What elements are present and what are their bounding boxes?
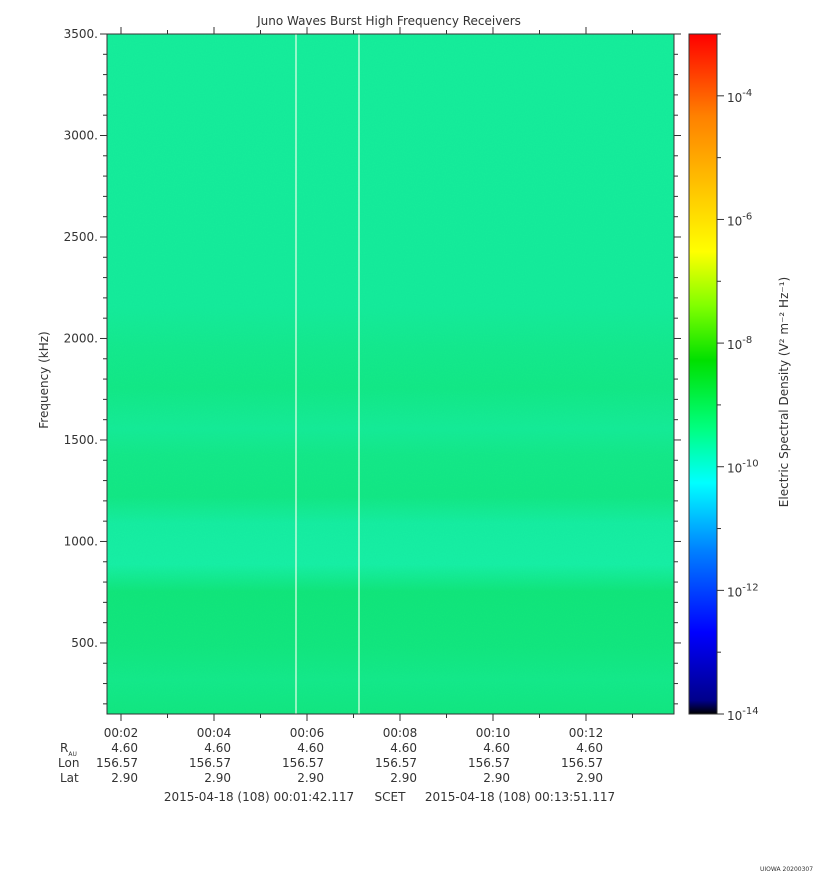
colorbar-tick-label: 10-12	[727, 582, 759, 599]
ephemeris-value: 2.90	[576, 771, 603, 785]
x-axis: 00:02 00:04 00:06 00:08 00:10 00:12	[104, 27, 633, 740]
colorbar-tick-label: 10-14	[727, 706, 759, 723]
ephemeris-value: 2.90	[297, 771, 324, 785]
colorbar-label: Electric Spectral Density (V² m⁻² Hz⁻¹)	[777, 277, 791, 507]
colorbar-tick-label: 10-10	[727, 459, 759, 476]
time-range-start: 2015-04-18 (108) 00:01:42.117	[164, 790, 354, 804]
y-tick-label: 1500.	[64, 433, 98, 447]
chart-title: Juno Waves Burst High Frequency Receiver…	[256, 14, 521, 28]
ephemeris-label-r: RAU	[60, 741, 77, 758]
spectrogram-noise-texture	[107, 34, 674, 714]
colorbar-ticks: 10-14 10-12 10-10 10-8 10-6 10-4	[717, 33, 759, 723]
ephemeris-value: 4.60	[390, 741, 417, 755]
plot-frame	[106, 33, 675, 715]
y-tick-label: 3000.	[64, 128, 98, 142]
y-tick-label: 2500.	[64, 230, 98, 244]
ephemeris-value: 4.60	[483, 741, 510, 755]
y-axis: 500. 1000. 1500. 2000. 2500. 3000. 3500.	[64, 27, 681, 705]
y-tick-label: 500.	[71, 636, 98, 650]
time-range-label: SCET	[375, 790, 407, 804]
ephemeris-value: 2.90	[204, 771, 231, 785]
ephemeris-value: 2.90	[390, 771, 417, 785]
spectrogram-plot-area	[106, 33, 675, 715]
ephemeris-value: 156.57	[282, 756, 324, 770]
ephemeris-value: 4.60	[204, 741, 231, 755]
ephemeris-value: 4.60	[111, 741, 138, 755]
y-tick-label: 1000.	[64, 534, 98, 548]
y-tick-label: 3500.	[64, 27, 98, 41]
ephemeris-value: 156.57	[375, 756, 417, 770]
colorbar-tick-label: 10-6	[727, 211, 752, 228]
x-tick-label: 00:02	[104, 726, 139, 740]
ephemeris-value: 156.57	[189, 756, 231, 770]
footer-stamp: UIOWA 20200307	[760, 866, 813, 873]
ephemeris-label-lon: Lon	[58, 756, 79, 770]
colorbar: 10-14 10-12 10-10 10-8 10-6 10-4	[688, 33, 759, 723]
x-tick-label: 00:12	[569, 726, 604, 740]
ephemeris-value: 2.90	[483, 771, 510, 785]
colorbar-tick-label: 10-4	[727, 88, 752, 105]
ephemeris-value: 4.60	[297, 741, 324, 755]
ephemeris-value: 156.57	[468, 756, 510, 770]
ephemeris-value: 156.57	[96, 756, 138, 770]
ephemeris-value: 4.60	[576, 741, 603, 755]
ephemeris-value: 2.90	[111, 771, 138, 785]
y-axis-label: Frequency (kHz)	[37, 331, 51, 428]
ephemeris-label-lat: Lat	[60, 771, 79, 785]
colorbar-frame	[688, 33, 718, 715]
colorbar-tick-label: 10-8	[727, 335, 752, 352]
colorbar-gradient	[689, 34, 717, 714]
x-tick-label: 00:08	[383, 726, 418, 740]
x-tick-label: 00:10	[476, 726, 511, 740]
x-tick-label: 00:06	[290, 726, 325, 740]
time-range-end: 2015-04-18 (108) 00:13:51.117	[425, 790, 615, 804]
y-tick-label: 2000.	[64, 331, 98, 345]
x-tick-label: 00:04	[197, 726, 232, 740]
ephemeris-value: 156.57	[561, 756, 603, 770]
